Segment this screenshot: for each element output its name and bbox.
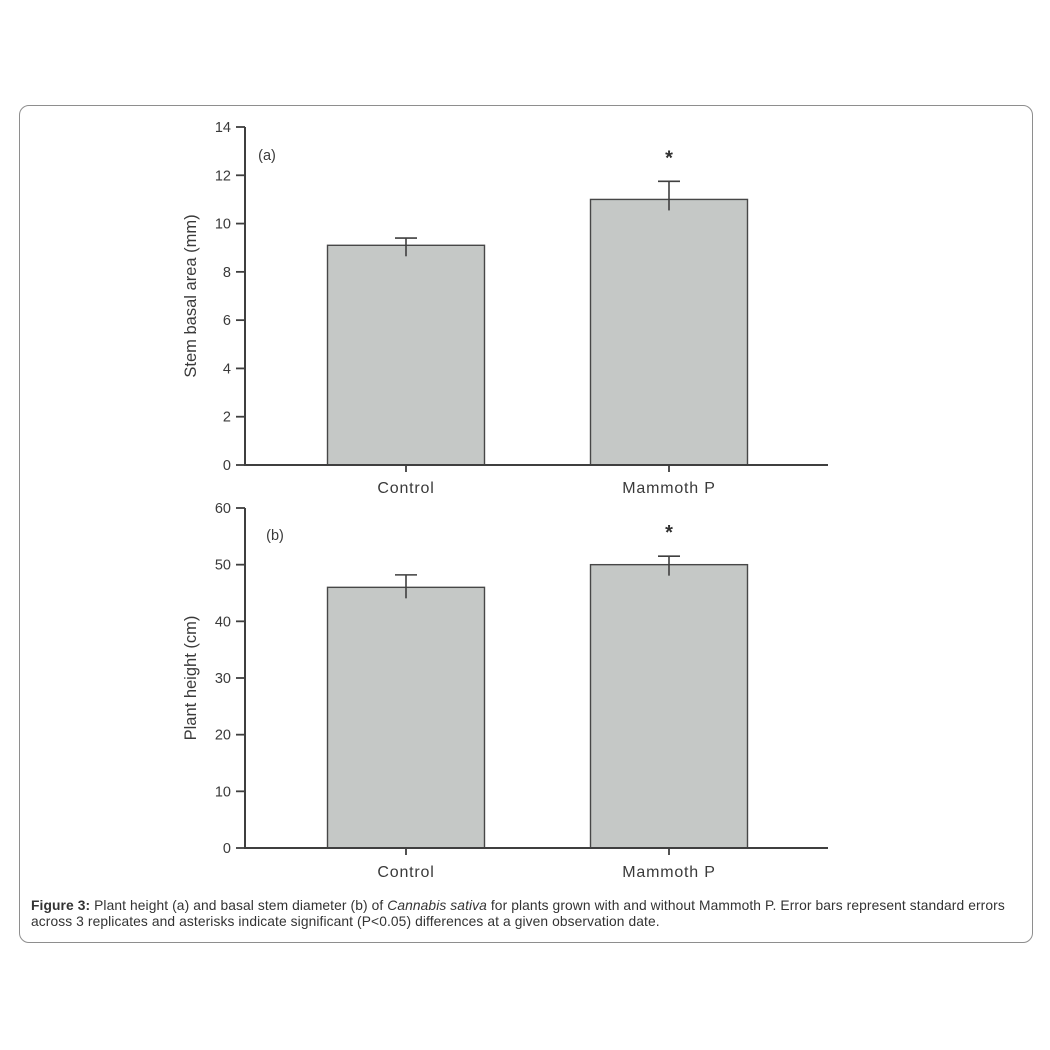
- y-tick-label--a-: 12: [215, 168, 231, 184]
- panel-label--a-: (a): [258, 148, 276, 164]
- y-tick-label--b-: 40: [215, 614, 231, 630]
- y-tick-label--b-: 30: [215, 671, 231, 687]
- y-tick-label--a-: 4: [223, 361, 231, 377]
- category-label-mammoth-p--a-: Mammoth P: [622, 480, 715, 497]
- caption-text-before: Plant height (a) and basal stem diameter…: [90, 898, 388, 913]
- y-tick-label--b-: 50: [215, 558, 231, 574]
- caption-text-after: for plants grown with and without Mammot…: [31, 898, 1005, 929]
- y-tick-label--a-: 0: [223, 458, 231, 474]
- chart-panel--a-: Control * Mammoth P 0 2 4 6 8 10 12 14 (a) Stem basa…: [182, 120, 828, 497]
- bar-mammoth-p--b-: [589, 563, 749, 849]
- caption-species-name: Cannabis sativa: [387, 898, 487, 913]
- bar-control--b-: [326, 586, 486, 849]
- y-tick-label--b-: 10: [215, 784, 231, 800]
- chart-panel--b-: Control * Mammoth P 0 10 20 30 40 50 60 (b) Plant h…: [182, 501, 828, 881]
- significance-asterisk--b-: *: [665, 522, 673, 544]
- y-tick-label--b-: 20: [215, 728, 231, 744]
- y-tick-label--a-: 14: [215, 120, 231, 136]
- y-tick-label--b-: 0: [223, 841, 231, 857]
- y-tick-label--a-: 6: [223, 313, 231, 329]
- category-label-control--b-: Control: [377, 864, 434, 881]
- y-axis-title--b-: Plant height (cm): [182, 616, 200, 741]
- caption-figure-label: Figure 3:: [31, 898, 91, 913]
- y-tick-label--a-: 2: [223, 410, 231, 426]
- bar-control--a-: [326, 244, 486, 466]
- y-tick-label--a-: 10: [215, 217, 231, 233]
- bar-mammoth-p--a-: [589, 198, 749, 466]
- panel-label--b-: (b): [266, 528, 284, 544]
- category-label-control--a-: Control: [377, 480, 434, 497]
- y-tick-label--b-: 60: [215, 501, 231, 517]
- category-label-mammoth-p--b-: Mammoth P: [622, 864, 715, 881]
- significance-asterisk--a-: *: [665, 147, 673, 169]
- y-tick-label--a-: 8: [223, 265, 231, 281]
- y-axis-title--a-: Stem basal area (mm): [182, 214, 200, 377]
- figure-caption: Figure 3: Plant height (a) and basal ste…: [31, 898, 1031, 929]
- figure-frame: Figure 3: Plant height (a) and basal ste…: [19, 105, 1033, 943]
